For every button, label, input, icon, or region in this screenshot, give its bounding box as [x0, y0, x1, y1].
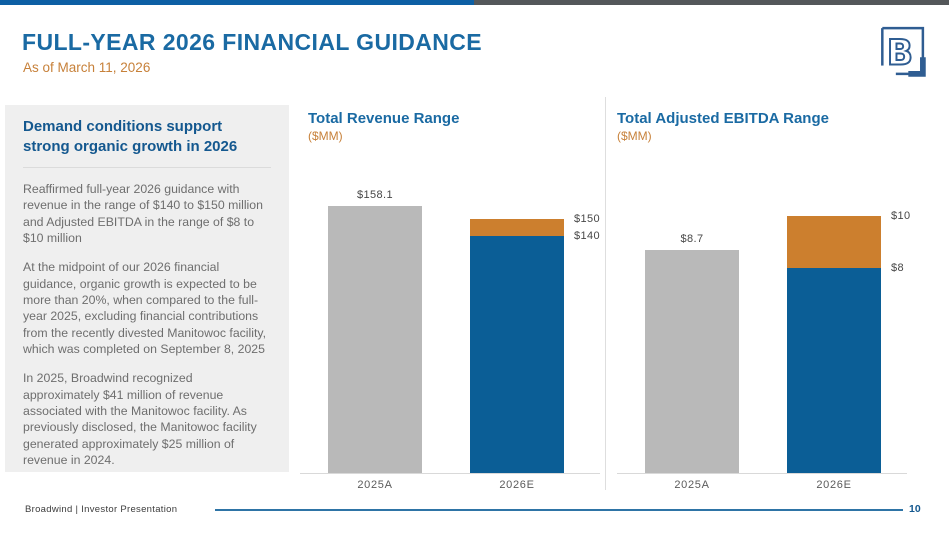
key-message-panel: Demand conditions support strong organic…: [5, 105, 289, 472]
top-accent-bar: [0, 0, 949, 5]
category-label-2025A: 2025A: [357, 479, 393, 491]
page-subtitle: As of March 11, 2026: [23, 60, 151, 75]
bar-2026E: [787, 216, 881, 473]
svg-text:B: B: [887, 34, 913, 74]
bar-value-label: $158.1: [356, 188, 394, 201]
panel-divider: [23, 167, 271, 168]
broadwind-logo-icon: B: [874, 25, 926, 77]
range-low-label: $140: [574, 230, 601, 243]
bar-value-label: $8.7: [680, 232, 704, 245]
range-high-segment: [470, 219, 564, 237]
panel-paragraph-organic-growth: At the midpoint of our 2026 financial gu…: [23, 260, 267, 357]
bar-2025A: [645, 249, 739, 473]
panel-paragraph-guidance: Reaffirmed full-year 2026 guidance with …: [23, 182, 263, 246]
bar-2025A: [328, 205, 422, 473]
category-label-2026E: 2026E: [499, 479, 535, 491]
range-low-label: $8: [891, 261, 905, 274]
x-axis-line: [617, 473, 907, 474]
range-high-label: $150: [574, 213, 601, 226]
plot-area: $158.1 $150 $140 2025A 2026E: [300, 160, 601, 491]
chart-units-label: ($MM): [308, 129, 343, 143]
plot-area: $8.7 $10 $8 2025A 2026E: [617, 160, 910, 491]
chart-title: Total Revenue Range: [308, 110, 460, 127]
chart-title: Total Adjusted EBITDA Range: [617, 110, 829, 127]
page-title: FULL-YEAR 2026 FINANCIAL GUIDANCE: [22, 29, 483, 55]
bar-2026E: [470, 219, 564, 473]
footer-attribution: Broadwind | Investor Presentation: [25, 504, 178, 515]
top-accent-bar-gray: [474, 0, 949, 5]
chart-units-label: ($MM): [617, 129, 652, 143]
total-adjusted-ebitda-range-chart: Total Adjusted EBITDA Range ($MM) $8.7 $…: [617, 105, 929, 491]
range-high-label: $10: [891, 210, 911, 223]
chart-section-divider: [605, 97, 606, 490]
footer-rule: [215, 509, 903, 511]
total-revenue-range-chart: Total Revenue Range ($MM) $158.1 $150 $1…: [300, 105, 605, 491]
category-label-2026E: 2026E: [816, 479, 852, 491]
panel-paragraph-manitowoc: In 2025, Broadwind recognized approximat…: [23, 371, 257, 468]
x-axis-line: [300, 473, 600, 474]
range-low-segment: [787, 267, 881, 473]
range-low-segment: [470, 236, 564, 473]
panel-heading: Demand conditions support strong organic…: [23, 118, 238, 155]
range-high-segment: [787, 216, 881, 268]
category-label-2025A: 2025A: [674, 479, 710, 491]
top-accent-bar-blue: [0, 0, 474, 5]
page-number: 10: [909, 503, 921, 515]
